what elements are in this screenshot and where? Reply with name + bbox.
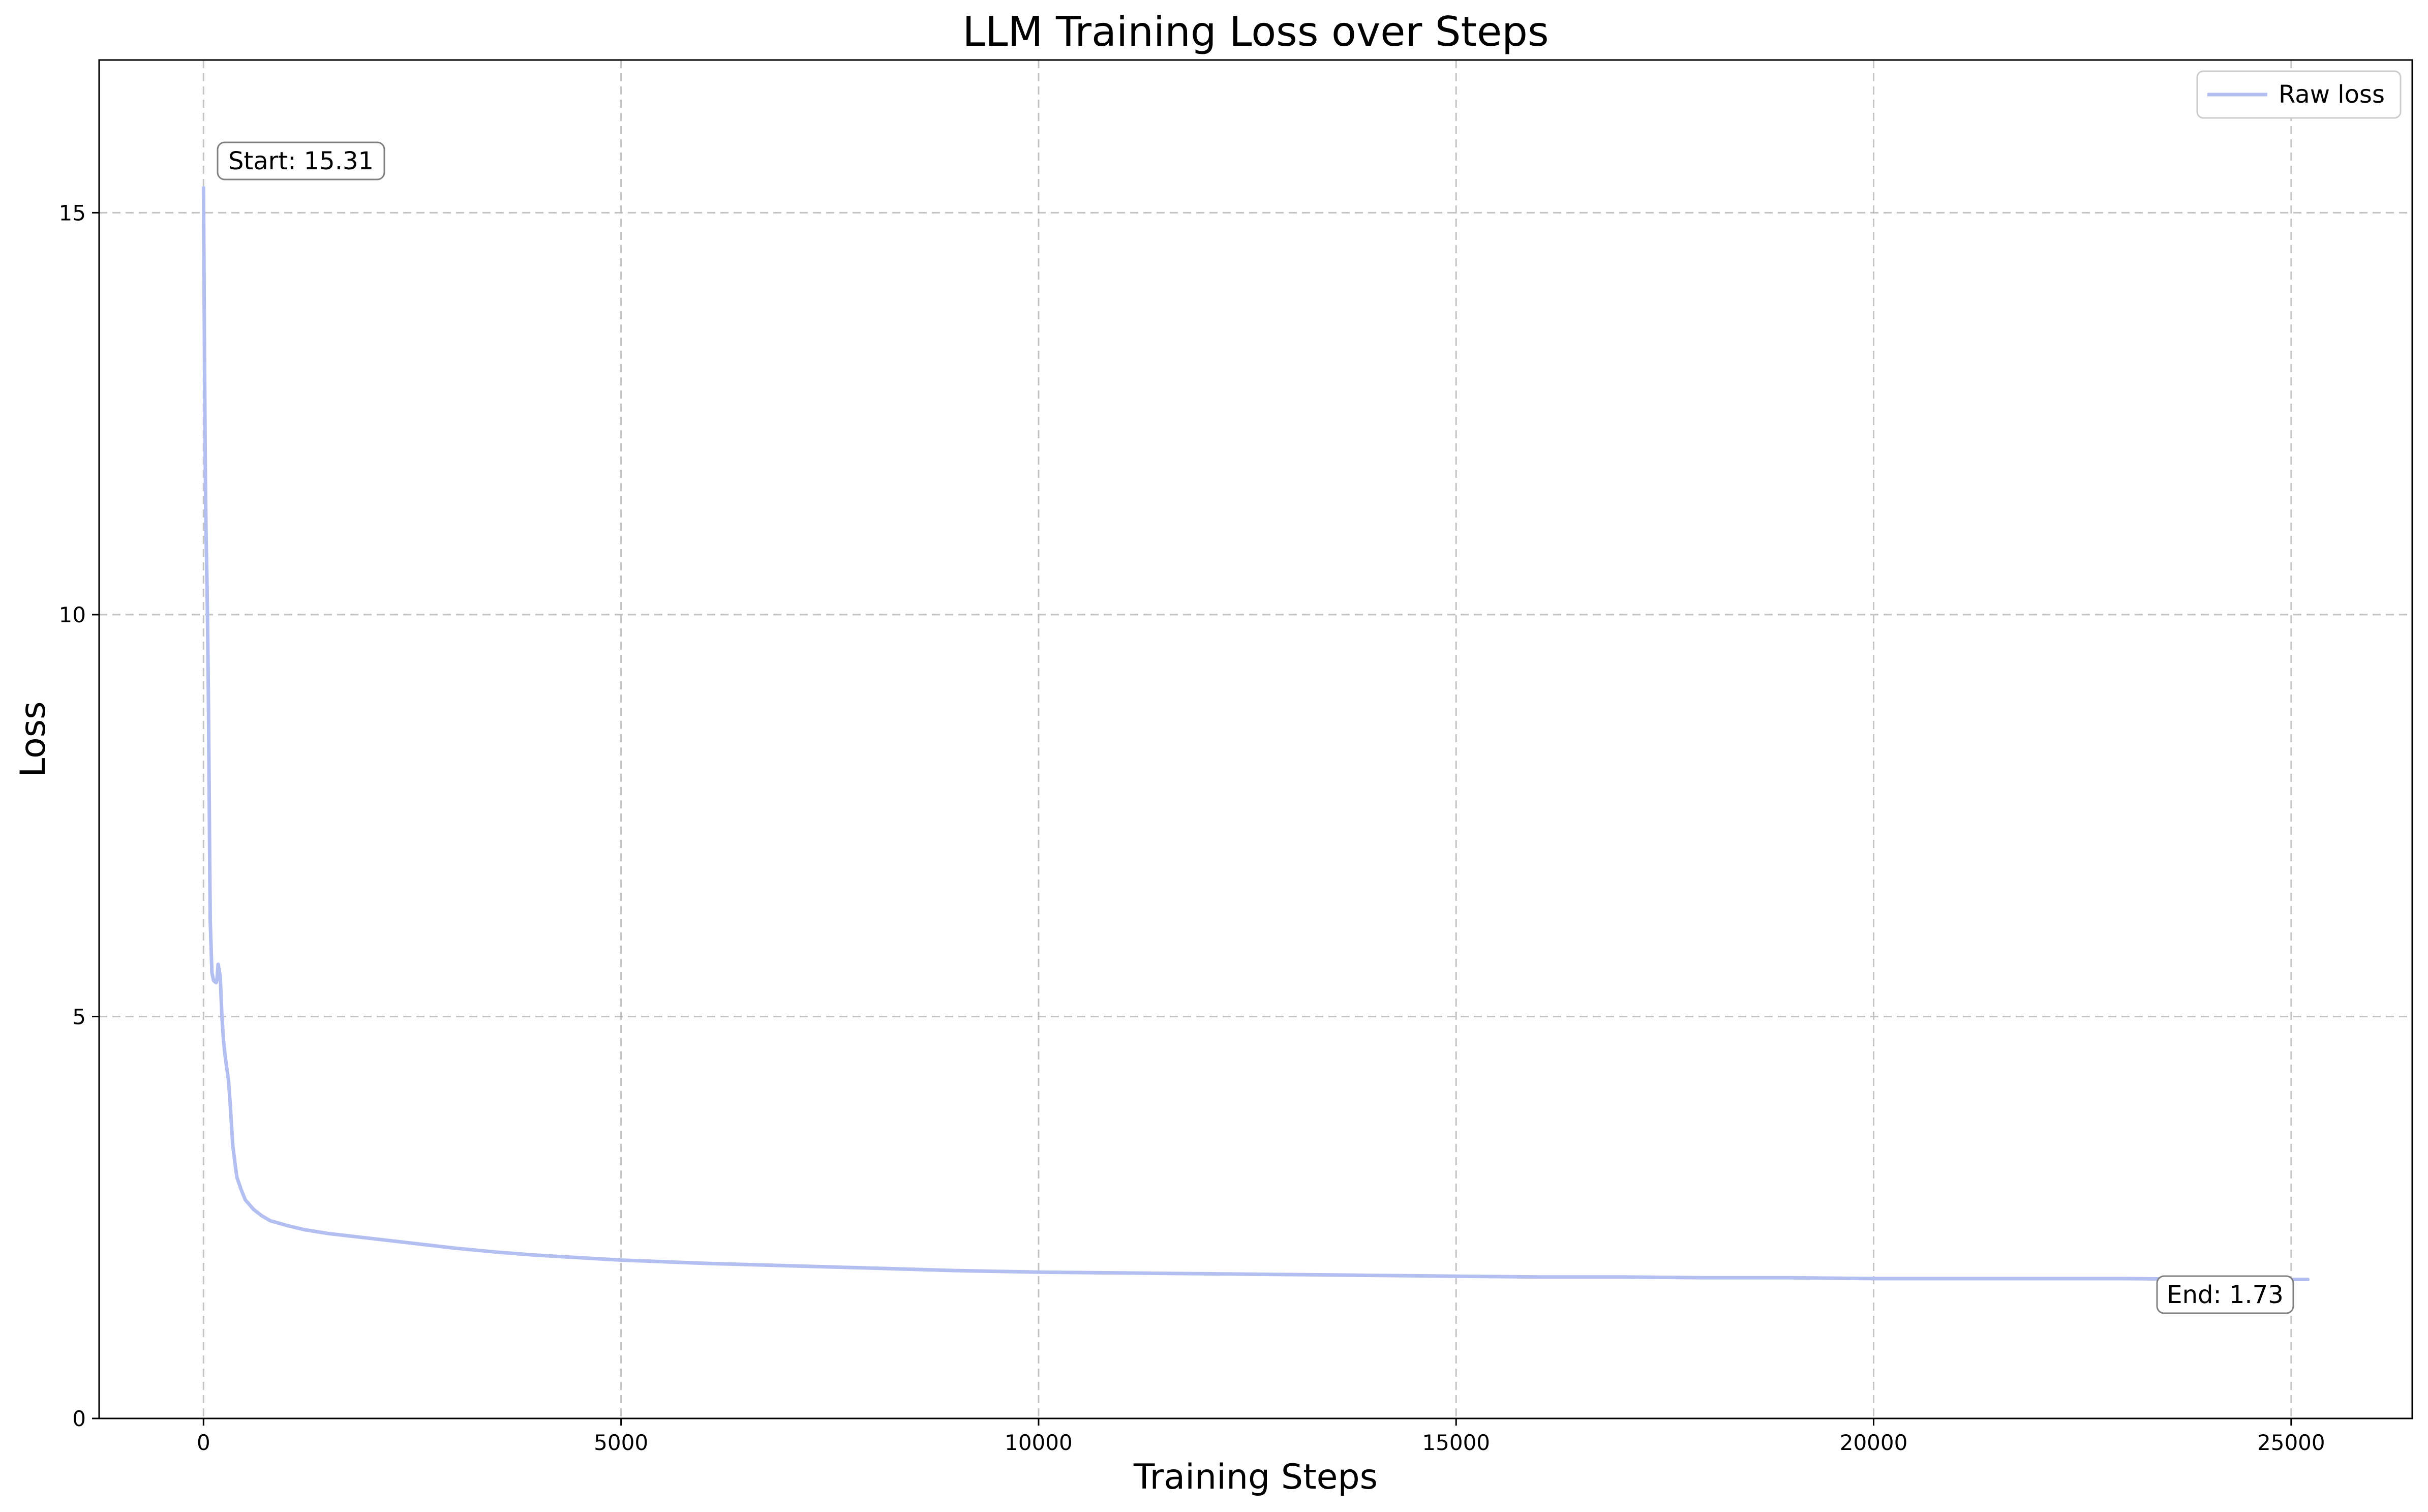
start-annotation-text: Start: 15.31 (228, 147, 374, 175)
x-axis-label: Training Steps (1133, 1457, 1378, 1497)
x-tick-label: 5000 (594, 1430, 648, 1455)
x-tick-label: 10000 (1005, 1430, 1073, 1455)
series-layer (201, 186, 2310, 1281)
x-tick-label: 15000 (1422, 1430, 1490, 1455)
y-axis-label: Loss (13, 701, 53, 777)
x-tick-label: 25000 (2257, 1430, 2325, 1455)
end-annotation-text: End: 1.73 (2167, 1281, 2284, 1309)
y-axis-ticks: 0 5 10 15 (59, 200, 99, 1431)
y-tick-label: 5 (72, 1004, 86, 1029)
end-annotation-box (2156, 1275, 2294, 1314)
legend-label: Raw loss (2279, 80, 2385, 109)
legend: Raw loss (2196, 70, 2402, 119)
chart-title: LLM Training Loss over Steps (962, 8, 1549, 55)
x-tick-label: 0 (197, 1430, 210, 1455)
raw-loss-line (201, 186, 2310, 1281)
y-tick-label: 10 (59, 602, 86, 627)
start-annotation-box (217, 141, 385, 180)
x-tick-label: 20000 (1840, 1430, 1908, 1455)
y-tick-label: 0 (72, 1406, 86, 1431)
legend-box (2196, 70, 2402, 119)
x-axis-ticks: 0 5000 10000 15000 20000 25000 (197, 1418, 2325, 1455)
plot-frame (98, 59, 2413, 1419)
y-tick-label: 15 (59, 200, 86, 225)
end-annotation: End: 1.73 (2156, 1275, 2294, 1314)
grid-lines (99, 60, 2412, 1419)
start-annotation: Start: 15.31 (217, 141, 385, 180)
